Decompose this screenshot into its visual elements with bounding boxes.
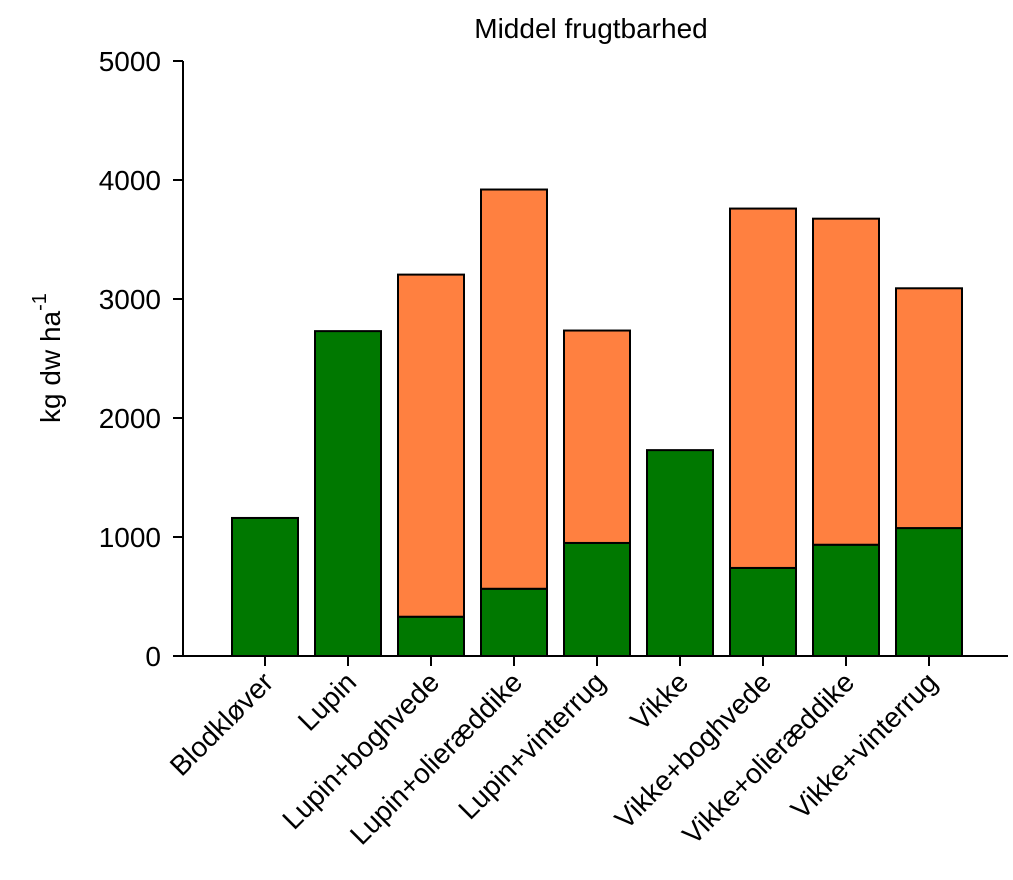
bar-segment-lower (397, 615, 465, 657)
chart-title: Middel frugtbarhed (474, 13, 707, 44)
bar-segment-lower (895, 527, 963, 658)
bar-segment-lower (646, 449, 714, 657)
y-tick-label: 4000 (99, 165, 161, 196)
y-axis-label-main: kg dw ha (35, 310, 66, 422)
bar-segment-lower (480, 587, 548, 658)
y-tick-label: 1000 (99, 522, 161, 553)
x-axis-ticks: Blodkløver LupinLupin+boghvedeLupin+olier… (164, 656, 943, 851)
bar-segment-upper (397, 273, 465, 618)
x-category-label: Vikke+boghvede (609, 666, 778, 835)
bar-segment-upper (480, 188, 548, 590)
x-category-label: Vikke (624, 666, 694, 736)
y-tick-label: 0 (145, 641, 161, 672)
y-tick-label: 2000 (99, 403, 161, 434)
bar-segment-upper (812, 217, 880, 546)
x-category-label: Vikke+vinterrug (785, 666, 944, 825)
x-category-label: Lupin+vinterrug (452, 666, 611, 825)
bar-segment-lower (314, 330, 382, 657)
x-category-label: Blodkløver (164, 666, 279, 781)
bar-segment-lower (729, 566, 797, 657)
y-tick-label: 5000 (99, 46, 161, 77)
bar-segment-lower (812, 543, 880, 657)
bar-segment-upper (729, 207, 797, 569)
x-category-label: Lupin (292, 666, 362, 736)
bar-segment-upper (563, 329, 631, 544)
bar-segment-lower (231, 516, 299, 658)
y-axis-ticks: 0 1000 2000 3000 4000 5000 (99, 46, 183, 672)
bar-segment-lower (563, 541, 631, 658)
y-axis-label-superscript: -1 (29, 293, 51, 311)
bar-segment-upper (895, 287, 963, 530)
x-category-label: Lupin+boghvede (276, 666, 445, 835)
y-tick-label: 3000 (99, 284, 161, 315)
bars-group (231, 188, 963, 658)
y-axis-label: kg dw ha-1 (29, 293, 66, 423)
